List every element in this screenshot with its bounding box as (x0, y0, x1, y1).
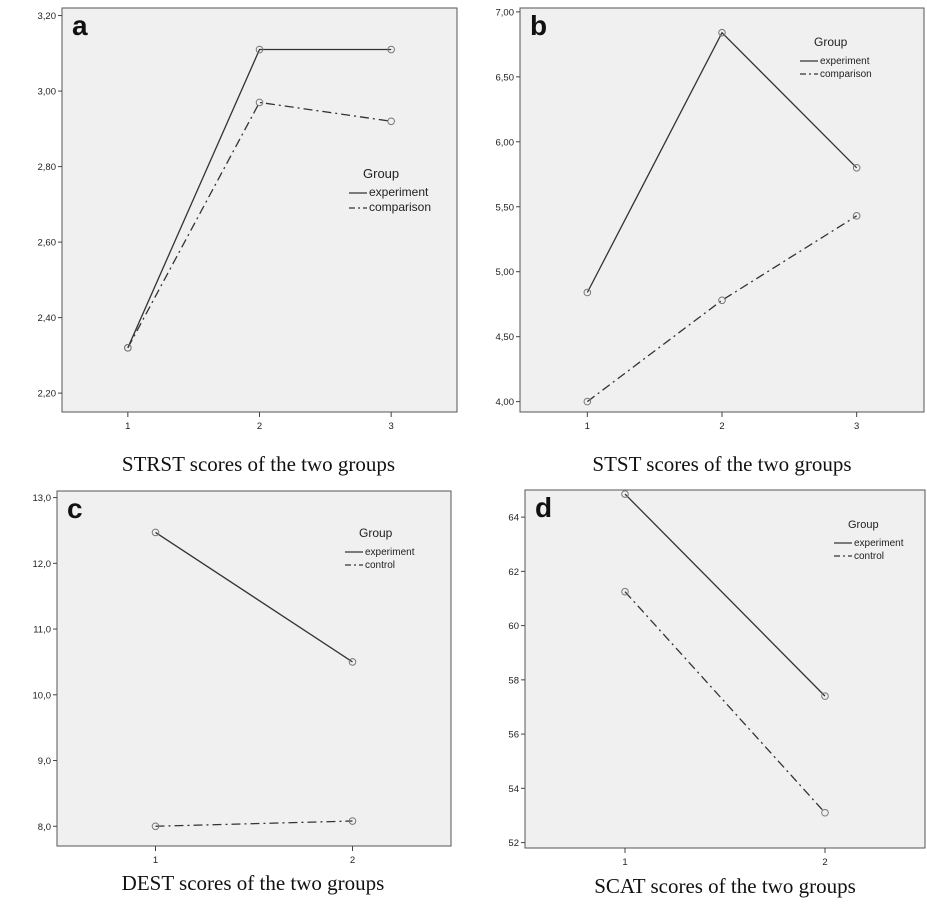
chart-d-svg: d 52 54 56 58 60 62 64 1 2 Group experiment control (508, 489, 926, 868)
data-point-experiment (348, 658, 357, 666)
chart-panel-c: c 8,0 9,0 10,0 11,0 12,0 13,0 1 2 Group experiment… (0, 485, 463, 910)
y-tick-label: 2,80 (38, 162, 57, 173)
data-point-comparison (387, 117, 395, 126)
data-point-comparison (583, 397, 592, 406)
legend-label-comparison: comparison (369, 200, 431, 214)
data-point-experiment (821, 692, 829, 700)
y-tick-label: 6,00 (496, 137, 515, 148)
x-tick-label: 1 (585, 421, 590, 432)
y-tick-label: 4,50 (496, 332, 515, 343)
y-tick-label: 7,00 (496, 7, 515, 18)
y-tick-label: 6,50 (496, 72, 515, 83)
legend-label-experiment: experiment (369, 185, 429, 199)
y-tick-label: 3,00 (38, 87, 57, 98)
chart-a-svg: a 2,20 2,40 2,60 2,80 3,00 3,20 1 2 3 Group experim… (38, 7, 458, 432)
series-line-experiment (155, 531, 353, 663)
y-tick-label: 12,0 (33, 559, 52, 570)
series-line-comparison (127, 101, 392, 349)
legend-title: Group (814, 35, 848, 49)
y-tick-label: 60 (508, 621, 519, 632)
y-tick-label: 2,40 (38, 313, 57, 324)
x-tick-label: 2 (350, 855, 355, 866)
y-tick-label: 5,50 (496, 202, 515, 213)
legend-title: Group (363, 166, 399, 181)
y-tick-label: 9,0 (38, 756, 51, 767)
data-point-control (821, 808, 829, 817)
panel-letter-c: c (67, 493, 83, 524)
plot-area (524, 489, 926, 849)
data-point-control (621, 587, 629, 596)
legend-label-control: control (365, 560, 395, 571)
x-tick-label: 2 (257, 421, 262, 432)
y-tick-label: 2,20 (38, 389, 57, 400)
y-tick-label: 8,0 (38, 822, 51, 833)
y-tick-label: 54 (508, 784, 519, 795)
chart-d-caption: SCAT scores of the two groups (594, 874, 856, 898)
x-tick-label: 3 (389, 421, 394, 432)
data-point-experiment (621, 490, 629, 498)
legend-label-experiment: experiment (854, 538, 904, 549)
chart-panel-d: d 52 54 56 58 60 62 64 1 2 Group experiment control … (463, 485, 927, 910)
y-tick-label: 62 (508, 567, 519, 578)
y-tick-label: 11,0 (33, 625, 51, 636)
y-tick-label: 64 (508, 513, 519, 524)
data-point-experiment (718, 28, 726, 37)
x-tick-label: 3 (854, 421, 859, 432)
chart-b-caption: STST scores of the two groups (592, 452, 852, 476)
panel-letter-a: a (72, 10, 88, 41)
chart-panel-a: a 2,20 2,40 2,60 2,80 3,00 3,20 1 2 3 Group experim… (0, 0, 463, 485)
y-tick-label: 13,0 (33, 493, 52, 504)
legend-label-experiment: experiment (365, 547, 415, 558)
data-point-experiment (255, 45, 264, 54)
x-tick-label: 1 (125, 421, 130, 432)
data-point-comparison (718, 296, 726, 305)
y-tick-label: 3,20 (38, 11, 57, 22)
plot-area (56, 490, 452, 847)
x-tick-label: 1 (153, 855, 158, 866)
plot-area (519, 7, 925, 413)
panel-letter-d: d (535, 492, 552, 523)
series-line-experiment (586, 31, 858, 293)
x-tick-label: 2 (719, 421, 724, 432)
x-tick-label: 2 (822, 857, 827, 868)
data-point-experiment (852, 163, 861, 172)
data-point-control (348, 817, 357, 825)
y-tick-label: 10,0 (33, 690, 52, 701)
series-line-experiment (127, 48, 392, 349)
legend-title: Group (359, 526, 393, 540)
panel-letter-b: b (530, 10, 547, 41)
series-line-control (155, 820, 353, 827)
y-tick-label: 2,60 (38, 238, 57, 249)
data-point-experiment (151, 528, 160, 537)
chart-c-svg: c 8,0 9,0 10,0 11,0 12,0 13,0 1 2 Group experiment… (33, 490, 452, 866)
legend-label-comparison: comparison (820, 69, 872, 80)
chart-panel-b: b 4,00 4,50 5,00 5,50 6,00 6,50 7,00 1 2 3 Group exp… (463, 0, 927, 485)
series-line-experiment (624, 493, 826, 697)
series-line-comparison (586, 215, 858, 403)
data-point-control (151, 822, 160, 831)
data-point-comparison (852, 212, 861, 220)
x-tick-label: 1 (622, 857, 627, 868)
chart-a-caption: STRST scores of the two groups (121, 452, 396, 476)
legend-title: Group (848, 519, 879, 531)
data-point-comparison (124, 344, 132, 352)
legend-label-control: control (854, 551, 884, 562)
data-point-experiment (583, 288, 592, 297)
y-tick-label: 56 (508, 730, 519, 741)
y-tick-label: 52 (508, 838, 519, 849)
chart-b-svg: b 4,00 4,50 5,00 5,50 6,00 6,50 7,00 1 2 3 Group exp… (496, 7, 925, 432)
series-line-control (624, 591, 826, 814)
y-tick-label: 4,00 (496, 397, 515, 408)
chart-c-caption: DEST scores of the two groups (121, 871, 385, 895)
data-point-experiment (387, 45, 395, 54)
data-point-comparison (255, 98, 264, 107)
y-tick-label: 58 (508, 675, 519, 686)
legend-label-experiment: experiment (820, 56, 870, 67)
y-tick-label: 5,00 (496, 267, 515, 278)
